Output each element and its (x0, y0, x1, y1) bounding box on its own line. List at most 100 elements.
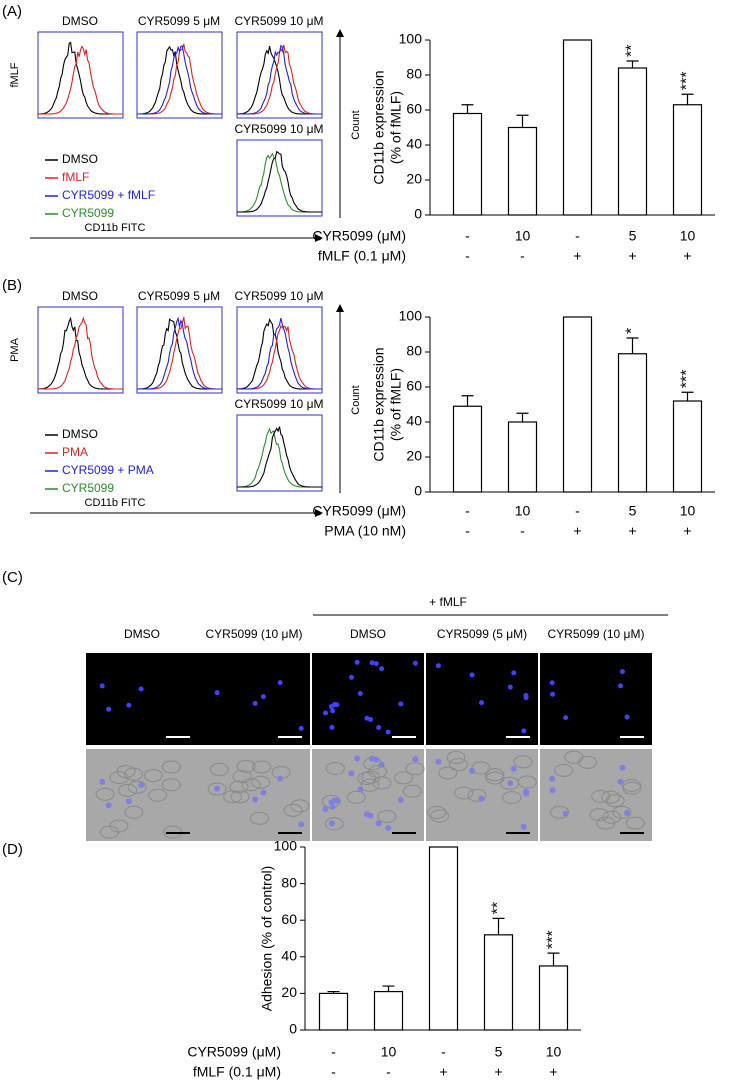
nucleus (328, 703, 334, 709)
error-bar (547, 952, 560, 966)
cell-outline (625, 816, 645, 830)
row-value: + (494, 1064, 502, 1080)
nucleus-overlay (375, 820, 382, 827)
nucleus (330, 708, 336, 714)
row-value: + (628, 248, 636, 264)
y-tick-label: 20 (281, 984, 297, 1000)
nucleus-overlay (214, 785, 221, 792)
cell-outline (230, 790, 250, 804)
row-value: + (683, 523, 691, 539)
error-bar (382, 985, 395, 992)
legend-label: CYR5099 (62, 206, 114, 220)
row-value: + (683, 248, 691, 264)
stimulus-label: PMA (9, 337, 21, 362)
bar (452, 405, 483, 493)
y-axis-label: (% of fMLF) (388, 91, 404, 164)
legend-label: CYR5099 + fMLF (62, 188, 155, 202)
row-value: - (331, 1044, 336, 1060)
bar (507, 126, 538, 216)
cell-outline (127, 780, 147, 794)
nucleus-overlay (105, 802, 112, 809)
y-axis-label: Count (350, 110, 362, 139)
bar (373, 990, 404, 1031)
histogram-curve (137, 43, 222, 115)
nucleus-overlay (138, 781, 145, 788)
dic-image (86, 749, 198, 841)
column-label: CYR5099 (10 μM) (548, 627, 645, 641)
stimulus-label: fMLF (9, 62, 21, 87)
significance-label: *** (679, 72, 696, 91)
histogram-title: CYR5099 10 μM (235, 289, 324, 303)
nucleus-overlay (99, 778, 106, 785)
error-bar (327, 990, 340, 994)
histogram-title: CYR5099 10 μM (235, 14, 324, 28)
nucleus (379, 666, 385, 672)
cell-outline (612, 805, 632, 819)
significance-label: * (624, 328, 641, 334)
nucleus (354, 659, 360, 665)
histogram-frame (136, 306, 223, 394)
row-label: CYR5099 (μM) (312, 503, 406, 519)
cell-outline (124, 805, 144, 819)
nucleus (348, 674, 354, 680)
row-value: 5 (629, 228, 637, 244)
histogram-title: CYR5099 10 μM (235, 397, 324, 411)
y-tick-label: 40 (406, 136, 422, 152)
row-label: CYR5099 (μM) (187, 1044, 281, 1060)
nucleus (563, 715, 569, 721)
histogram-curve (38, 316, 123, 390)
bar (672, 400, 703, 493)
significance-label: ** (624, 45, 641, 57)
legend-label: PMA (62, 445, 88, 459)
row-value: 10 (680, 503, 696, 519)
histogram-curve (137, 316, 222, 390)
histogram-title: DMSO (62, 14, 98, 28)
nucleus (376, 724, 382, 730)
bar (428, 846, 459, 1031)
row-value: 5 (629, 503, 637, 519)
y-tick-label: 60 (406, 378, 422, 394)
y-tick-label: 100 (399, 308, 423, 324)
error-bar (516, 114, 529, 128)
cell-outline (430, 809, 450, 823)
significance-label: *** (545, 930, 562, 949)
bar (318, 992, 349, 1031)
nucleus (322, 710, 328, 716)
y-tick-label: 0 (414, 483, 422, 499)
nucleus (619, 669, 625, 675)
y-axis-label: Count (350, 385, 362, 414)
nucleus-overlay (252, 796, 259, 803)
row-value: - (465, 228, 470, 244)
histogram-curve (237, 150, 322, 213)
histogram-frame (236, 139, 323, 217)
cell-outline (236, 759, 256, 773)
nucleus-overlay (469, 767, 476, 774)
histogram-curve (137, 316, 222, 390)
nucleus-overlay (328, 820, 335, 827)
y-tick-label: 20 (406, 171, 422, 187)
nucleus (277, 680, 283, 686)
histogram-frame (236, 414, 323, 492)
row-value: - (520, 248, 525, 264)
histogram-curve (237, 44, 322, 115)
cell-outline (207, 782, 227, 796)
cell-outline (589, 808, 609, 822)
error-bar (681, 93, 694, 105)
nucleus-overlay (348, 770, 355, 777)
row-value: + (573, 523, 581, 539)
row-value: - (575, 503, 580, 519)
panel-label: (C) (2, 569, 23, 586)
histogram-curve (237, 427, 322, 488)
nucleus-overlay (357, 786, 364, 793)
row-value: - (465, 248, 470, 264)
bar (562, 39, 593, 216)
y-tick-label: 40 (281, 948, 297, 964)
cell-outline (438, 766, 458, 780)
nucleus (511, 670, 517, 676)
nucleus-overlay (329, 803, 336, 810)
nucleus (138, 686, 144, 692)
column-label: DMSO (124, 627, 160, 641)
nucleus (469, 672, 475, 678)
row-value: - (441, 1044, 446, 1060)
histogram-curve (137, 45, 222, 115)
